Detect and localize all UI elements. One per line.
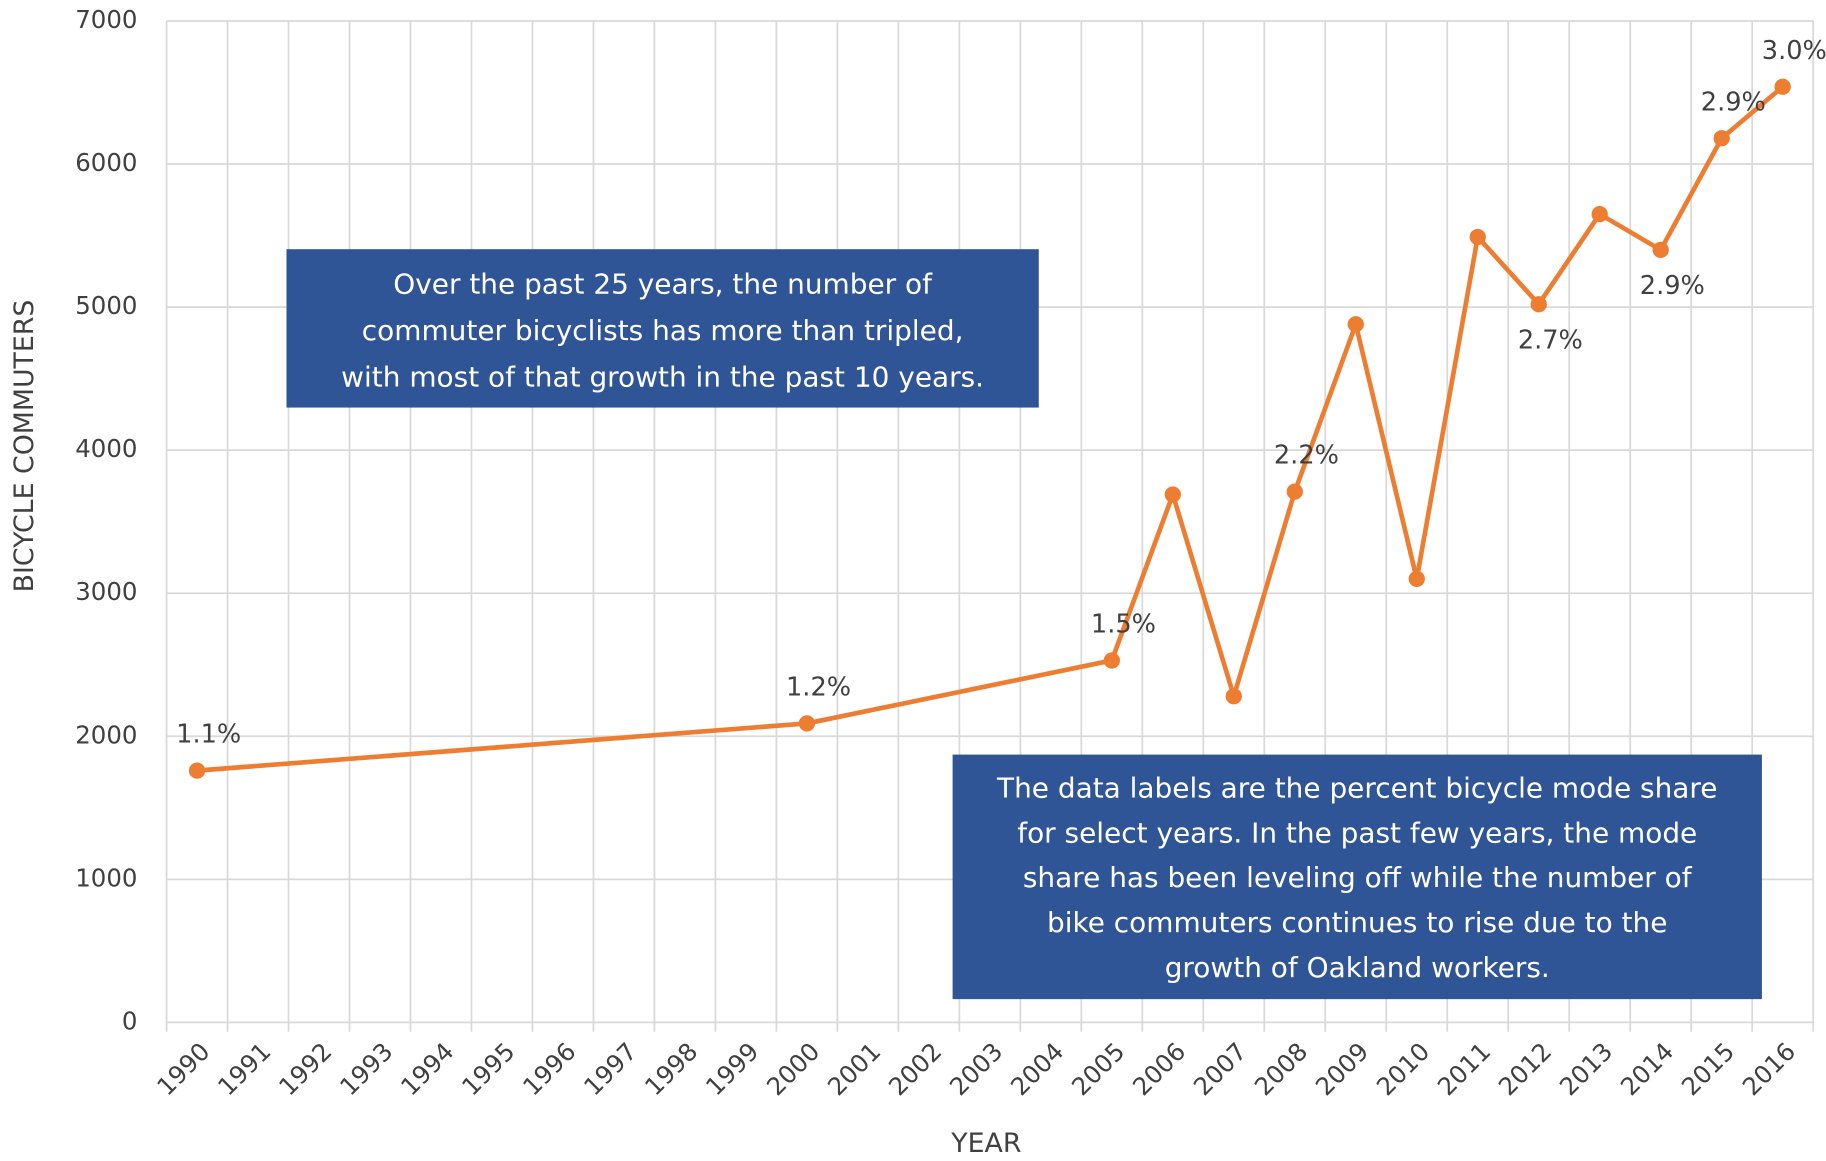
annotation-text: with most of that growth in the past 10 … (341, 360, 984, 393)
marker (1103, 652, 1120, 669)
marker (1652, 241, 1669, 259)
x-tick-label: 1998 (639, 1037, 703, 1101)
annotation-text: growth of Oakland workers. (1165, 951, 1550, 984)
x-tick-label: 2002 (883, 1037, 947, 1101)
x-tick-label: 2015 (1676, 1037, 1740, 1101)
x-tick-label: 2000 (761, 1037, 825, 1101)
data-label: 1.5% (1091, 610, 1156, 640)
x-tick-label: 1995 (456, 1037, 520, 1101)
x-tick-label: 2008 (1249, 1037, 1313, 1101)
marker (1408, 570, 1425, 588)
y-tick-label: 1000 (75, 863, 137, 892)
marker (1347, 316, 1364, 333)
data-label: 1.2% (786, 672, 851, 702)
annotation-box (952, 754, 1762, 1000)
annotation-text: bike commuters continues to rise due to … (1047, 906, 1667, 939)
annotation-text: for select years. In the past few years,… (1017, 816, 1697, 849)
y-tick-label: 4000 (75, 434, 137, 463)
x-tick-label: 2010 (1371, 1037, 1435, 1101)
x-tick-label: 1994 (395, 1037, 459, 1101)
x-axis-title: YEAR (950, 1128, 1021, 1159)
x-tick-label: 1996 (517, 1037, 581, 1101)
data-label: 1.1% (176, 720, 241, 750)
x-tick-label: 2006 (1127, 1037, 1191, 1101)
x-tick-label: 2005 (1066, 1037, 1130, 1101)
x-tick-label: 1991 (212, 1037, 276, 1101)
x-tick-label: 1993 (334, 1037, 398, 1101)
marker (1469, 228, 1486, 246)
data-label: 3.0% (1762, 36, 1826, 66)
y-tick-label: 2000 (75, 720, 137, 749)
marker (1774, 78, 1791, 95)
annotation-box (286, 249, 1039, 408)
y-tick-label: 6000 (75, 148, 137, 177)
annotation-text: commuter bicyclists has more than triple… (362, 314, 964, 347)
x-tick-label: 2009 (1310, 1037, 1374, 1101)
marker (1286, 483, 1303, 500)
data-label: 2.7% (1518, 325, 1583, 355)
x-tick-label: 1990 (151, 1037, 215, 1101)
x-tick-label: 1992 (273, 1037, 337, 1101)
x-tick-label: 1997 (578, 1037, 642, 1101)
marker (1530, 296, 1547, 313)
marker (1713, 130, 1730, 147)
data-label: 2.2% (1274, 441, 1339, 471)
x-tick-label: 2016 (1737, 1037, 1801, 1101)
y-axis-title: BICYCLE COMMUTERS (9, 300, 40, 593)
data-label: 2.9% (1640, 271, 1705, 301)
annotation-text: The data labels are the percent bicycle … (996, 772, 1717, 805)
x-tick-label: 2004 (1005, 1037, 1069, 1101)
marker (188, 762, 206, 779)
y-tick-label: 7000 (75, 5, 137, 34)
data-label: 2.9% (1701, 87, 1766, 117)
annotation-text: share has been leveling off while the nu… (1023, 861, 1693, 894)
annotation-text: Over the past 25 years, the number of (393, 267, 933, 300)
marker (1164, 486, 1181, 503)
marker (1225, 688, 1242, 705)
x-tick-label: 2012 (1493, 1037, 1557, 1101)
marker (1591, 205, 1608, 223)
y-tick-label: 0 (122, 1006, 138, 1035)
x-tick-label: 2007 (1188, 1037, 1252, 1101)
x-tick-label: 1999 (700, 1037, 764, 1101)
x-tick-label: 2011 (1432, 1037, 1496, 1101)
y-tick-label: 5000 (75, 291, 137, 320)
x-tick-label: 2001 (822, 1037, 886, 1101)
x-tick-label: 2003 (944, 1037, 1008, 1101)
marker (798, 715, 816, 732)
line (196, 84, 1785, 773)
x-tick-label: 2014 (1615, 1037, 1679, 1101)
x-tick-label: 2013 (1554, 1037, 1618, 1101)
y-tick-label: 3000 (75, 577, 137, 606)
